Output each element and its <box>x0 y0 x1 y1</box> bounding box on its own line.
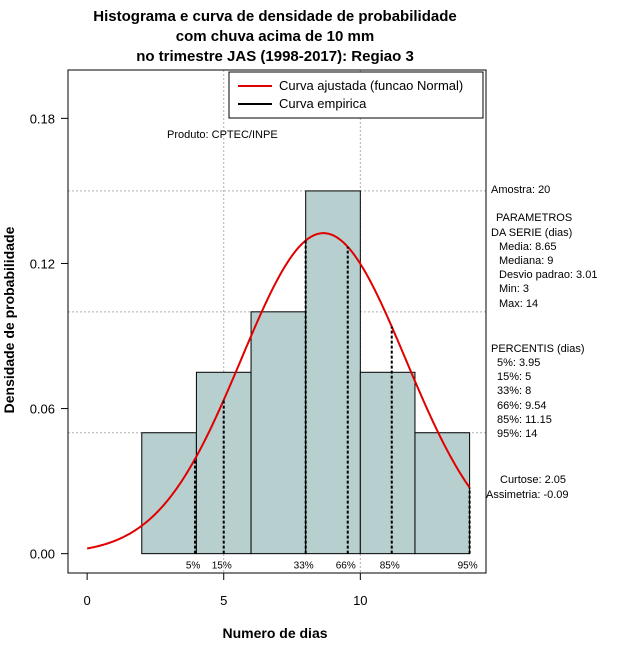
stats-max: Max: 14 <box>499 298 538 310</box>
y-tick-label-3: 0.18 <box>30 111 55 126</box>
product-note: Produto: CPTEC/INPE <box>167 129 278 141</box>
histogram-bar-0 <box>141 432 197 555</box>
x-tick-label-1: 5 <box>220 593 227 608</box>
percentile-lines: 5% 15% 33% 66% 85% 95% <box>186 240 478 572</box>
percentile-label-1: 15% <box>212 561 232 572</box>
x-tick-label-2: 10 <box>353 593 367 608</box>
y-tick-label-1: 0.06 <box>30 402 55 417</box>
y-axis-title: Densidade de probabilidade <box>1 226 17 413</box>
chart-title-line-1: Histograma e curva de densidade de proba… <box>93 8 456 25</box>
series-statistics: Amostra: 20 PARAMETROS DA SERIE (dias) M… <box>486 184 597 501</box>
normal-curve-line <box>86 232 471 550</box>
percentile-label-5: 95% <box>458 561 478 572</box>
stats-sample: Amostra: 20 <box>491 184 550 196</box>
stats-p85: 85%: 11.15 <box>497 414 552 426</box>
stats-kurtosis: Curtose: 2.05 <box>500 474 566 486</box>
x-axis-title: Numero de dias <box>222 625 327 641</box>
chart-title-line-3: no trimestre JAS (1998-2017): Regiao 3 <box>136 48 414 65</box>
stats-mean: Media: 8.65 <box>499 241 556 253</box>
y-axis: 0.00 0.06 0.12 0.18 <box>30 111 69 562</box>
legend-box <box>228 71 484 119</box>
y-tick-label-2: 0.12 <box>30 256 55 271</box>
normal-curve <box>86 232 471 550</box>
stats-p66: 66%: 9.54 <box>497 400 547 412</box>
legend: Curva ajustada (funcao Normal) Curva emp… <box>228 71 484 119</box>
legend-label-empirical: Curva empirica <box>279 96 367 111</box>
legend-label-normal: Curva ajustada (funcao Normal) <box>279 78 463 93</box>
percentile-label-3: 66% <box>336 561 356 572</box>
stats-params-subheading: DA SERIE (dias) <box>491 227 572 239</box>
stats-percentiles-heading: PERCENTIS (dias) <box>491 343 585 355</box>
stats-p95: 95%: 14 <box>497 428 537 440</box>
stats-p15: 15%: 5 <box>497 371 531 383</box>
chart-title: Histograma e curva de densidade de proba… <box>93 8 456 65</box>
percentile-label-0: 5% <box>186 561 201 572</box>
histogram-bar-3 <box>305 190 361 555</box>
y-tick-label-0: 0.00 <box>30 547 55 562</box>
percentile-label-2: 33% <box>294 561 314 572</box>
histogram-bars <box>141 190 471 555</box>
stats-median: Mediana: 9 <box>499 255 553 267</box>
percentile-label-4: 85% <box>380 561 400 572</box>
chart-title-line-2: com chuva acima de 10 mm <box>176 28 374 45</box>
stats-p33: 33%: 8 <box>497 385 531 397</box>
histogram-bar-4 <box>359 371 416 555</box>
histogram-bar-5 <box>414 432 471 555</box>
x-axis: 0 5 10 <box>84 572 368 608</box>
stats-skewness: Assimetria: -0.09 <box>486 489 569 501</box>
stats-p5: 5%: 3.95 <box>497 357 540 369</box>
stats-stddev: Desvio padrao: 3.01 <box>499 269 597 281</box>
stats-min: Min: 3 <box>499 283 529 295</box>
histogram-bar-2 <box>250 311 307 555</box>
x-tick-label-0: 0 <box>84 593 91 608</box>
stats-params-heading: PARAMETROS <box>496 212 572 224</box>
